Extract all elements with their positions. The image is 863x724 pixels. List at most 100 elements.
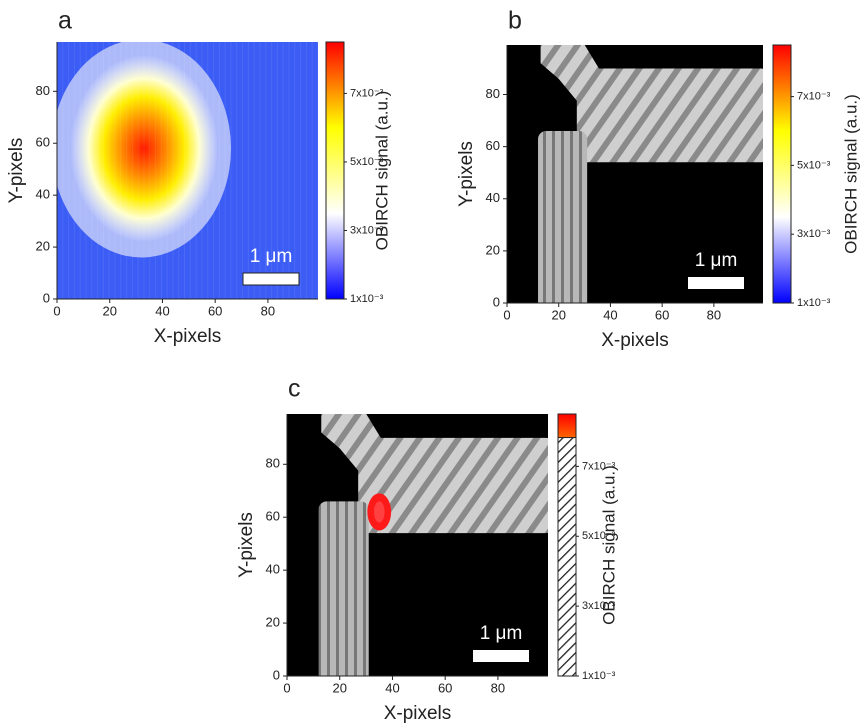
streak bbox=[224, 42, 226, 299]
wire-v bbox=[318, 501, 369, 676]
streak bbox=[236, 42, 238, 299]
panel-label: a bbox=[58, 7, 72, 35]
x-tick-label: 20 bbox=[102, 303, 116, 318]
x-tick-label: 0 bbox=[503, 307, 510, 322]
streak bbox=[68, 42, 70, 299]
x-tick-label: 60 bbox=[655, 307, 669, 322]
y-tick-label: 20 bbox=[486, 242, 500, 257]
streak bbox=[288, 42, 290, 299]
x-axis-title: X-pixels bbox=[154, 326, 222, 347]
image bbox=[507, 45, 763, 303]
y-tick-label: 0 bbox=[43, 290, 50, 305]
x-tick-label: 80 bbox=[261, 303, 275, 318]
streak bbox=[178, 42, 180, 299]
x-tick-label: 40 bbox=[385, 680, 399, 695]
colorbar-title: OBIRCH signal (a.u.) bbox=[372, 91, 391, 251]
y-tick-label: 0 bbox=[493, 294, 500, 309]
streak bbox=[155, 42, 157, 299]
y-tick-label: 40 bbox=[266, 562, 280, 577]
colorbar bbox=[325, 41, 345, 300]
streak bbox=[172, 42, 174, 299]
colorbar-top bbox=[557, 413, 577, 439]
y-axis-title: Y-pixels bbox=[236, 512, 257, 578]
colorbar bbox=[772, 44, 792, 304]
streak bbox=[259, 42, 261, 299]
scale-bar bbox=[473, 650, 529, 662]
streak bbox=[213, 42, 215, 299]
streak bbox=[271, 42, 273, 299]
x-tick-label: 20 bbox=[551, 307, 565, 322]
streak bbox=[102, 42, 104, 299]
scale-bar-label: 1 μm bbox=[250, 246, 293, 267]
x-axis-title: X-pixels bbox=[384, 703, 452, 724]
streak bbox=[189, 42, 191, 299]
y-tick-label: 80 bbox=[266, 456, 280, 471]
streak bbox=[253, 42, 255, 299]
colorbar-tick-label: 5x10⁻³ bbox=[797, 159, 831, 171]
y-tick-label: 60 bbox=[36, 135, 50, 150]
wire-h bbox=[358, 437, 548, 534]
streak bbox=[247, 42, 249, 299]
colorbar-tick-label: 7x10⁻³ bbox=[350, 87, 384, 99]
image bbox=[287, 414, 548, 676]
y-axis-title: Y-pixels bbox=[6, 138, 27, 204]
colorbar-tick-label: 3x10⁻³ bbox=[582, 600, 616, 612]
x-tick-label: 40 bbox=[155, 303, 169, 318]
x-tick-label: 60 bbox=[438, 680, 452, 695]
colorbar-tick-label: 7x10⁻³ bbox=[582, 460, 616, 472]
scale-bar bbox=[688, 277, 744, 289]
streak bbox=[242, 42, 244, 299]
streak bbox=[184, 42, 186, 299]
streak bbox=[91, 42, 93, 299]
streak bbox=[218, 42, 220, 299]
streak bbox=[114, 42, 116, 299]
streak bbox=[282, 42, 284, 299]
colorbar-tick-label: 5x10⁻³ bbox=[350, 156, 384, 168]
x-tick-label: 80 bbox=[707, 307, 721, 322]
streak bbox=[97, 42, 99, 299]
colorbar-tick-label: 3x10⁻³ bbox=[350, 224, 384, 236]
y-tick-label: 60 bbox=[486, 138, 500, 153]
streak bbox=[230, 42, 232, 299]
streak bbox=[62, 42, 64, 299]
panel-label: b bbox=[508, 7, 522, 35]
y-axis-title: Y-pixels bbox=[456, 141, 477, 207]
colorbar-title: OBIRCH signal (a.u.) bbox=[599, 465, 618, 625]
x-tick-label: 40 bbox=[603, 307, 617, 322]
streak bbox=[300, 42, 302, 299]
colorbar-tick-label: 1x10⁻³ bbox=[797, 297, 831, 309]
y-tick-label: 80 bbox=[486, 86, 500, 101]
streak bbox=[149, 42, 151, 299]
streak bbox=[79, 42, 81, 299]
x-tick-label: 0 bbox=[283, 680, 290, 695]
y-tick-label: 40 bbox=[36, 187, 50, 202]
colorbar bbox=[557, 413, 577, 677]
streak bbox=[207, 42, 209, 299]
wire-joint bbox=[321, 414, 388, 481]
streak bbox=[294, 42, 296, 299]
scale-bar bbox=[242, 272, 300, 286]
streak bbox=[276, 42, 278, 299]
streak bbox=[131, 42, 133, 299]
wire-v bbox=[538, 131, 588, 303]
colorbar-tick-label: 1x10⁻³ bbox=[582, 670, 616, 682]
colorbar-tick-label: 3x10⁻³ bbox=[797, 228, 831, 240]
streak bbox=[160, 42, 162, 299]
streak bbox=[126, 42, 128, 299]
streak bbox=[311, 42, 313, 299]
y-tick-label: 40 bbox=[486, 190, 500, 205]
streak bbox=[201, 42, 203, 299]
streak bbox=[195, 42, 197, 299]
y-tick-label: 80 bbox=[36, 83, 50, 98]
x-tick-label: 20 bbox=[332, 680, 346, 695]
wire-joint bbox=[540, 45, 606, 111]
y-tick-label: 20 bbox=[36, 239, 50, 254]
hot-core bbox=[374, 501, 385, 523]
streak bbox=[317, 42, 318, 299]
streak bbox=[108, 42, 110, 299]
x-tick-label: 0 bbox=[53, 303, 60, 318]
colorbar-tick-label: 5x10⁻³ bbox=[582, 530, 616, 542]
streak bbox=[85, 42, 87, 299]
streak bbox=[265, 42, 267, 299]
